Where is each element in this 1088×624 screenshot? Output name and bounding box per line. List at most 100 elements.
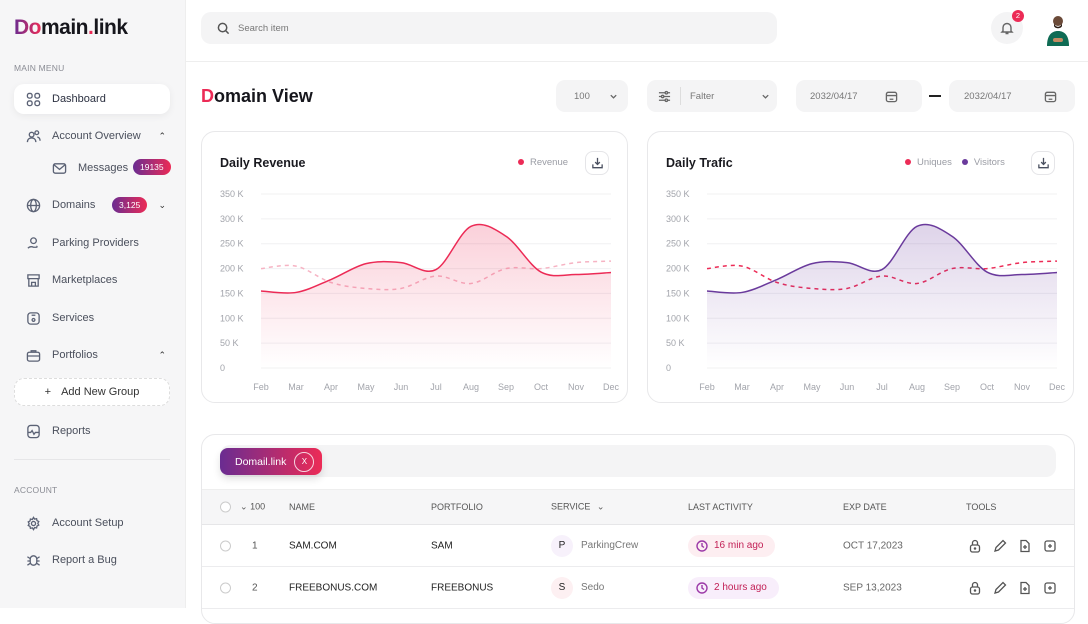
date-to-value: 2032/04/17: [964, 90, 1012, 102]
page-size-select[interactable]: 100: [556, 80, 628, 112]
report-icon: [27, 424, 40, 438]
y-tick-label: 250 K: [220, 239, 244, 249]
filter-value: Falter: [690, 90, 715, 102]
row-number: 1: [252, 540, 258, 551]
legend-item-uniques: Uniques: [905, 157, 952, 168]
service-cell: S Sedo: [551, 576, 604, 599]
sidebar-item-reports[interactable]: Reports: [14, 416, 170, 446]
sidebar-item-label: Marketplaces: [52, 274, 118, 286]
column-service[interactable]: SERVICE ⌄: [551, 501, 605, 512]
search-input[interactable]: Search item: [201, 12, 777, 44]
y-tick-label: 200 K: [220, 264, 244, 274]
x-tick-label: Jul: [876, 382, 888, 392]
y-tick-label: 0: [220, 363, 225, 373]
series-line-revenue: [260, 223, 612, 294]
store-icon: [27, 273, 40, 287]
y-tick-label: 0: [666, 363, 671, 373]
x-tick-label: Jun: [840, 382, 855, 392]
sidebar-item-dashboard[interactable]: Dashboard: [14, 84, 170, 114]
table-row[interactable]: 2 FREEBONUS.COM FREEBONUS S Sedo 2 hours …: [202, 567, 1074, 609]
sidebar-item-parking-providers[interactable]: Parking Providers: [14, 228, 170, 258]
chevron-up-icon[interactable]: ⌃: [158, 349, 166, 360]
column-name[interactable]: NAME: [289, 502, 316, 512]
sidebar-item-messages[interactable]: Messages: [40, 153, 170, 183]
download-button[interactable]: [1031, 151, 1055, 175]
sidebar-item-label: Report a Bug: [52, 554, 117, 566]
lock-icon[interactable]: [968, 539, 982, 553]
grid-icon: [26, 92, 41, 106]
download-button[interactable]: [585, 151, 609, 175]
divider: [14, 459, 170, 460]
y-tick-label: 100 K: [666, 313, 690, 323]
domain-name[interactable]: SAM.COM: [289, 540, 337, 551]
y-tick-label: 150 K: [666, 288, 690, 298]
chart-legend: Uniques Visitors: [905, 157, 1005, 168]
filter-select[interactable]: Falter: [647, 80, 777, 112]
page-size-toggle[interactable]: ⌄ 100: [240, 501, 266, 512]
avatar[interactable]: [1044, 12, 1072, 46]
portfolio-name: SAM: [431, 540, 453, 551]
column-last-activity[interactable]: LAST ACTIVITY: [688, 502, 753, 512]
series-area: [261, 224, 611, 368]
sidebar-item-label: Reports: [52, 425, 91, 437]
note-add-icon[interactable]: [1043, 581, 1057, 595]
logo[interactable]: Domain.link: [14, 16, 128, 39]
notifications-button[interactable]: 2: [991, 10, 1024, 44]
bug-icon: [27, 554, 40, 566]
edit-icon[interactable]: [993, 581, 1007, 595]
daily-revenue-card: 0 50 K 100 K 150 K 200 K 250 K 300 K 350 K Feb Ma…: [201, 131, 628, 403]
sidebar-item-marketplaces[interactable]: Marketplaces: [14, 265, 170, 295]
sidebar-item-account-setup[interactable]: Account Setup: [14, 508, 170, 538]
date-to-input[interactable]: 2032/04/17: [949, 80, 1075, 112]
lock-icon[interactable]: [968, 581, 982, 595]
date-from-input[interactable]: 2032/04/17: [796, 80, 922, 112]
download-icon: [591, 157, 603, 168]
service-avatar: S: [551, 576, 573, 599]
date-range-separator: [929, 95, 941, 97]
box-icon: [27, 311, 40, 325]
chip-label: Domail.link: [235, 455, 287, 468]
domain-name[interactable]: FREEBONUS.COM: [289, 582, 378, 593]
sidebar-item-report-bug[interactable]: Report a Bug: [14, 545, 170, 575]
sidebar-item-domains[interactable]: Domains ⌄: [14, 190, 170, 220]
chevron-down-icon[interactable]: ⌄: [158, 199, 166, 210]
table-row[interactable]: 1 SAM.COM SAM P ParkingCrew 16 min ago OC…: [202, 525, 1074, 567]
select-all-checkbox[interactable]: [220, 501, 231, 513]
sidebar-item-account-overview[interactable]: Account Overview ⌃: [14, 121, 170, 151]
edit-icon[interactable]: [993, 539, 1007, 553]
sidebar-item-label: Domains: [52, 199, 96, 211]
filter-chip-bar: [220, 445, 1056, 477]
row-checkbox[interactable]: [220, 582, 231, 593]
add-group-label: Add New Group: [61, 386, 140, 398]
file-add-icon[interactable]: [1018, 581, 1032, 595]
notification-badge: 2: [1012, 10, 1024, 22]
note-add-icon[interactable]: [1043, 539, 1057, 553]
date-from-value: 2032/04/17: [810, 90, 858, 102]
sidebar-item-label: Services: [52, 312, 95, 324]
filter-chip[interactable]: Domail.link X: [220, 448, 323, 475]
add-new-group-button[interactable]: + Add New Group: [14, 378, 170, 406]
x-tick-label: Apr: [324, 382, 338, 392]
column-exp-date[interactable]: EXP DATE: [843, 502, 887, 512]
exp-date: OCT 17,2023: [843, 540, 903, 551]
sidebar-item-services[interactable]: Services: [14, 303, 170, 333]
column-portfolio[interactable]: PORTFOLIO: [431, 502, 483, 512]
chevron-down-icon: [762, 94, 769, 99]
search-icon: [217, 22, 230, 34]
chart-title: Daily Revenue: [220, 156, 306, 170]
x-tick-label: May: [357, 382, 375, 392]
mail-icon: [52, 162, 67, 174]
sidebar-item-portfolios[interactable]: Portfolios ⌃: [14, 340, 170, 370]
chevron-down-icon: [610, 94, 617, 99]
sliders-icon: [658, 90, 671, 102]
y-tick-label: 50 K: [220, 338, 239, 348]
x-tick-label: Feb: [253, 382, 269, 392]
activity-badge: 2 hours ago: [688, 576, 779, 599]
row-checkbox[interactable]: [220, 540, 231, 551]
file-add-icon[interactable]: [1018, 539, 1032, 553]
chip-close-button[interactable]: X: [294, 451, 315, 472]
search-placeholder: Search item: [238, 22, 289, 34]
revenue-chart: 0 50 K 100 K 150 K 200 K 250 K 300 K 350 K Feb Ma…: [220, 189, 619, 392]
chevron-up-icon[interactable]: ⌃: [158, 130, 166, 141]
legend-item-revenue: Revenue: [518, 157, 568, 168]
